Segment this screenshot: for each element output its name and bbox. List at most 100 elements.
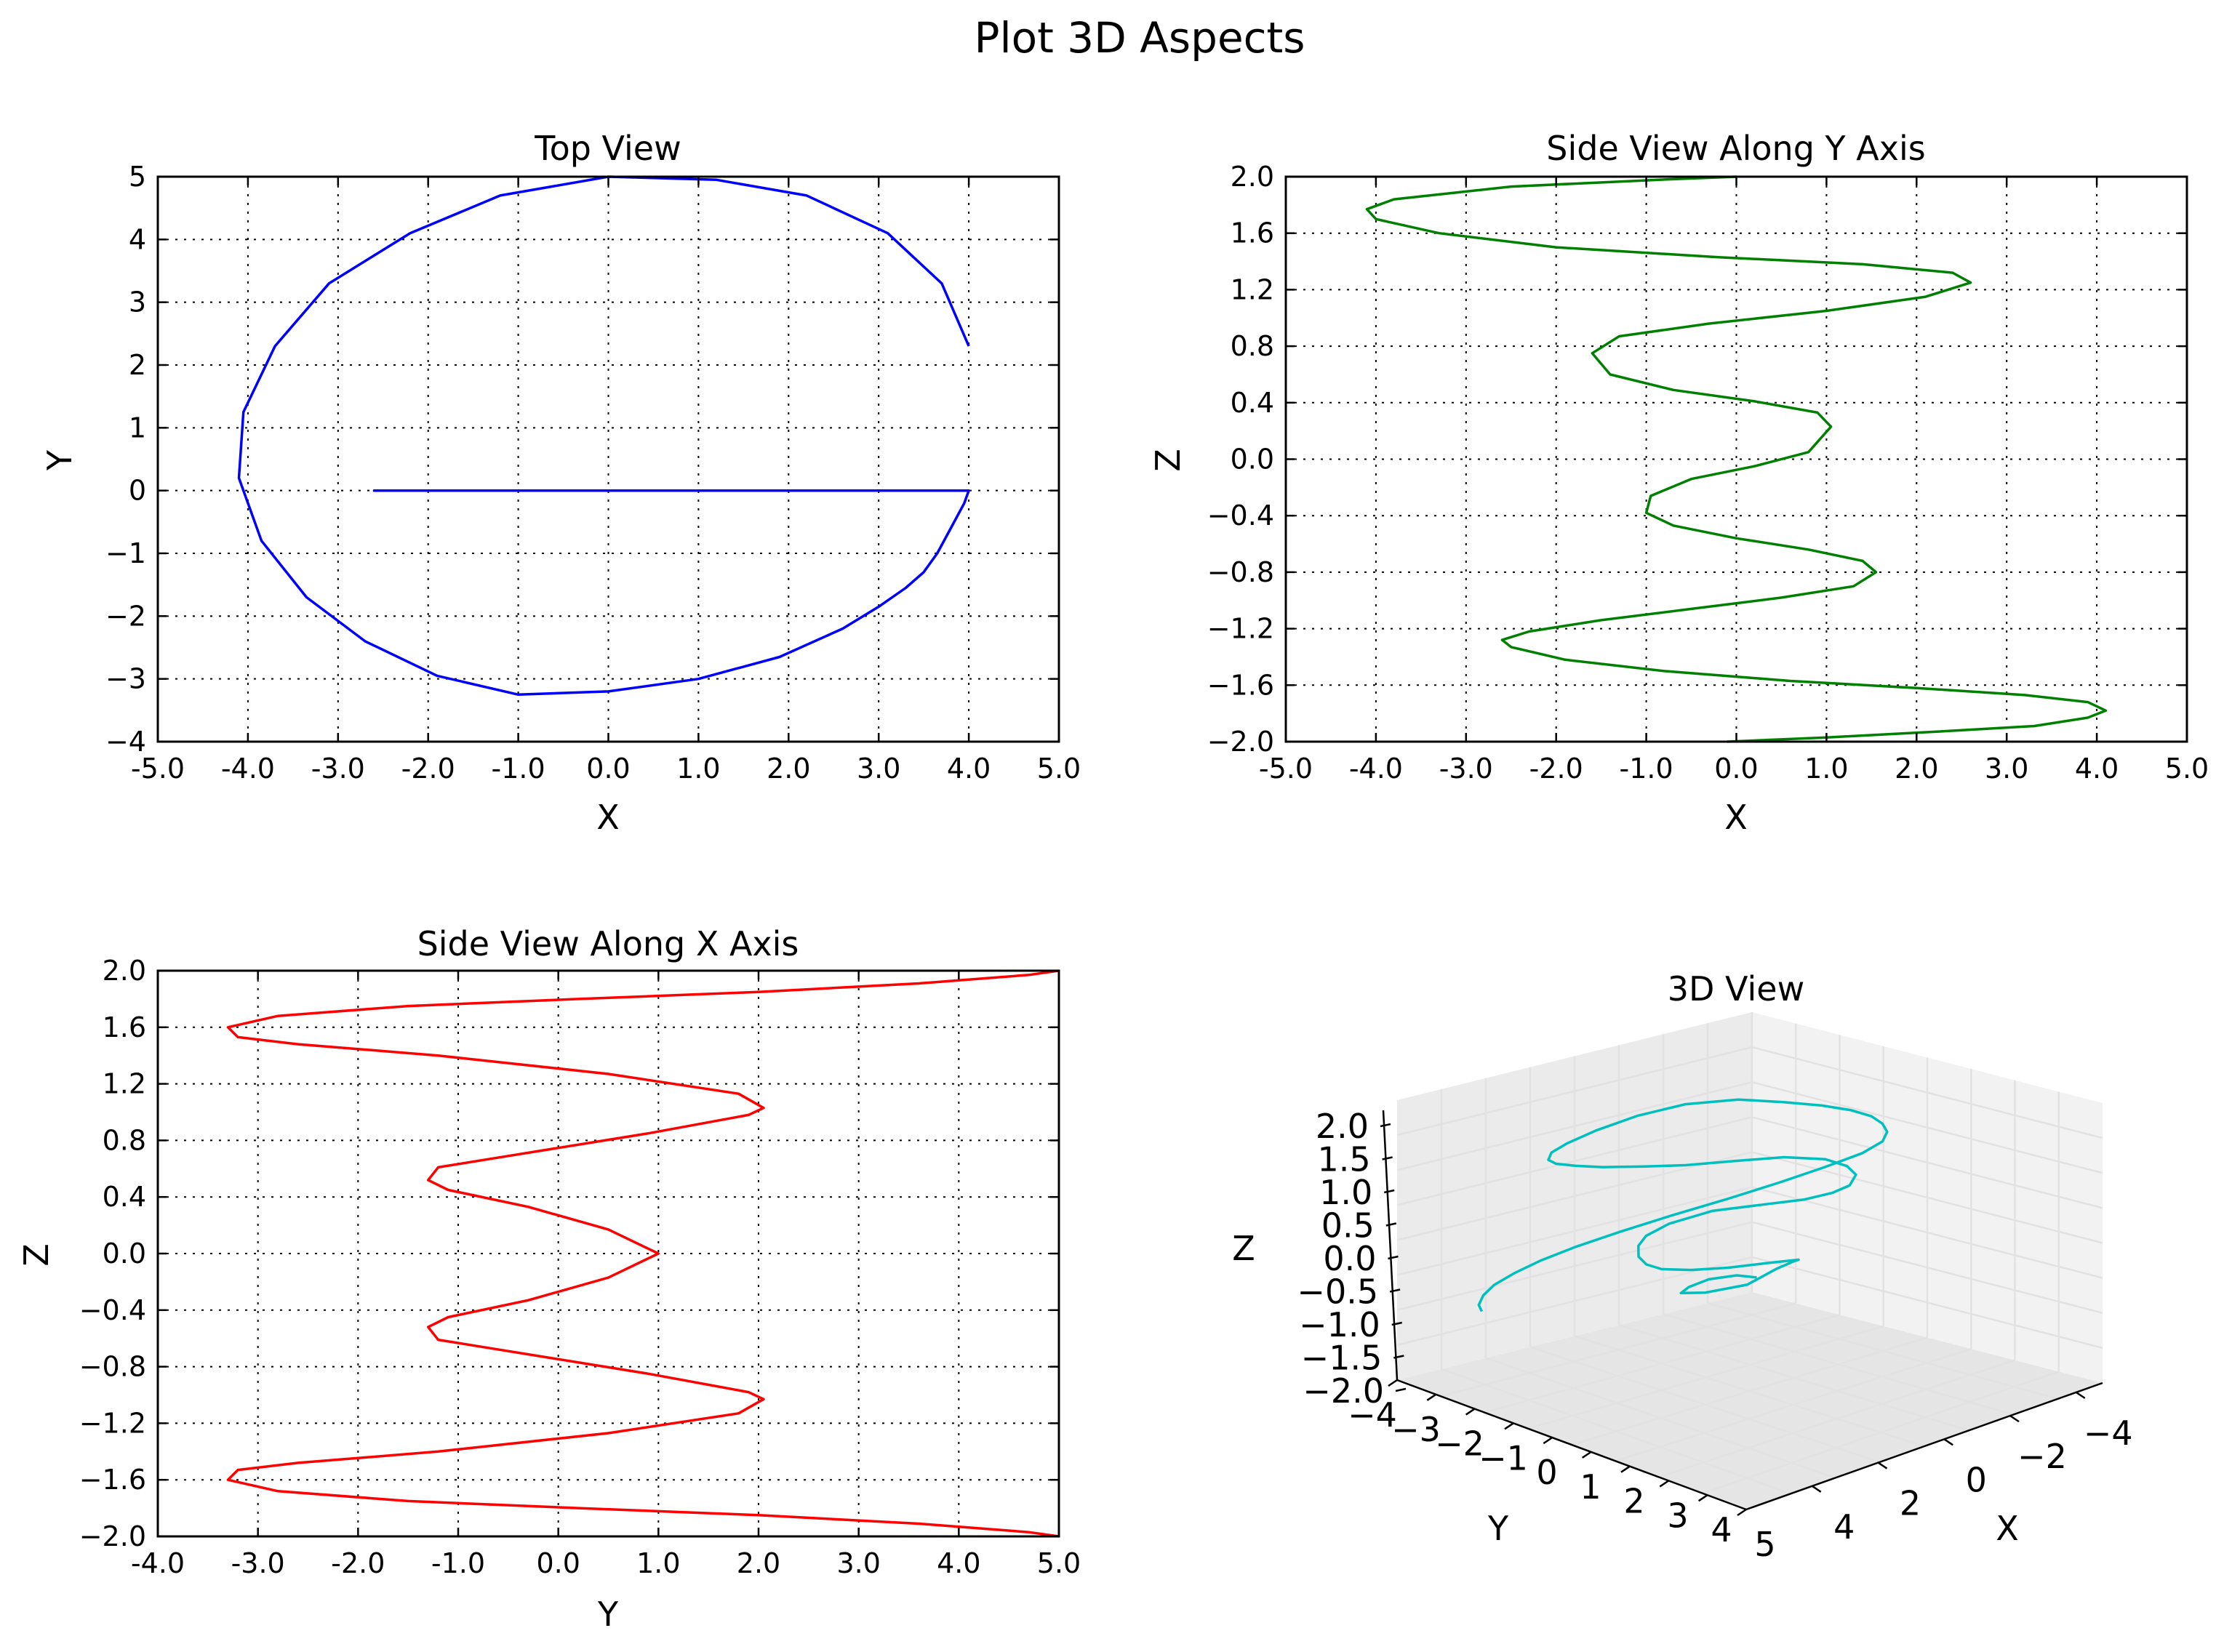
side-view-x-ytick-label: 0.0 bbox=[103, 1238, 146, 1270]
view-3d-z-axis-line bbox=[1382, 1110, 1399, 1381]
top-view-ytick-label: 1 bbox=[129, 412, 146, 444]
view-3d-xtick bbox=[1877, 1461, 1888, 1469]
view-3d-floor-grid bbox=[1615, 1347, 1972, 1462]
view-3d-ytick-label: −3 bbox=[1391, 1410, 1441, 1449]
view-3d-ytick bbox=[1543, 1437, 1553, 1445]
side-view-y-ylabel: Z bbox=[1148, 449, 1188, 472]
view-3d-ztick-label: 1.0 bbox=[1319, 1173, 1372, 1212]
view-3d-ztick bbox=[1391, 1321, 1403, 1326]
side-view-y-xtick-label: 5.0 bbox=[2165, 753, 2209, 785]
side-view-y-xlabel: X bbox=[1724, 798, 1748, 837]
side-view-x-ylabel: Z bbox=[17, 1243, 56, 1267]
side-view-y-ytick-label: −0.4 bbox=[1207, 500, 1274, 532]
top-view-xtick-label: -3.0 bbox=[311, 753, 365, 785]
side-view-y-panel: Side View Along Y Axis X Z -5.0 -4.0 -3.0 -… bbox=[1148, 129, 2209, 837]
view-3d-ztick-label: −0.5 bbox=[1297, 1272, 1378, 1312]
view-3d-ztick bbox=[1389, 1288, 1401, 1293]
view-3d-xtick-label: −4 bbox=[2084, 1414, 2133, 1453]
side-view-x-xtick-label: -2.0 bbox=[331, 1547, 385, 1579]
view-3d-xtick-label: −2 bbox=[2017, 1437, 2067, 1476]
view-3d-ztick bbox=[1383, 1189, 1395, 1194]
view-3d-floor-grid bbox=[1663, 1313, 2014, 1416]
view-3d-ytick bbox=[1697, 1494, 1708, 1502]
top-view-ytick-label: 0 bbox=[129, 475, 146, 507]
view-3d-ytick bbox=[1659, 1480, 1670, 1488]
view-3d-xtick bbox=[1812, 1485, 1822, 1493]
view-3d-y-axis-line bbox=[1396, 1379, 1747, 1511]
side-view-y-ytick-label: 1.6 bbox=[1231, 217, 1274, 249]
view-3d-x-axis-line bbox=[1745, 1382, 2103, 1511]
view-3d-ztick-label: 0.0 bbox=[1323, 1239, 1376, 1278]
view-3d-xtick bbox=[2076, 1391, 2086, 1399]
view-3d-ztick bbox=[1388, 1255, 1399, 1260]
top-view-ytick-label: −4 bbox=[105, 726, 146, 758]
side-view-x-xtick-label: 3.0 bbox=[836, 1547, 880, 1579]
view-3d-ytick-label: 3 bbox=[1667, 1496, 1688, 1535]
view-3d-panel: 3D View −2.0−1.5−1.0−0.50.00.51.01.52.0 −… bbox=[1232, 969, 2132, 1564]
view-3d-floor-grid bbox=[1571, 1336, 1928, 1446]
view-3d-ztick-label: −1.0 bbox=[1299, 1305, 1380, 1344]
view-3d-ytick-label: 2 bbox=[1623, 1482, 1644, 1521]
side-view-y-ytick-label: 0.0 bbox=[1231, 444, 1274, 476]
top-view-xtick-label: -2.0 bbox=[401, 753, 455, 785]
view-3d-ytick-label: 5 bbox=[1754, 1525, 1775, 1564]
view-3d-ytick-label: 0 bbox=[1536, 1453, 1557, 1492]
side-view-x-series-line bbox=[226, 969, 1060, 1538]
side-view-y-xtick-label: -5.0 bbox=[1259, 753, 1313, 785]
side-view-y-ytick-label: −1.6 bbox=[1207, 669, 1274, 701]
side-view-x-xtick-label: 0.0 bbox=[536, 1547, 580, 1579]
figure-title: Plot 3D Aspects bbox=[975, 13, 1305, 63]
side-view-y-ytick-label: −2.0 bbox=[1207, 726, 1274, 758]
view-3d-floor-grid bbox=[1658, 1359, 2015, 1478]
side-view-y-ytick-label: 0.4 bbox=[1231, 387, 1274, 419]
side-view-x-ytick-label: −0.8 bbox=[79, 1351, 146, 1383]
view-3d-title: 3D View bbox=[1668, 969, 1804, 1009]
side-view-y-ytick-label: −1.2 bbox=[1207, 613, 1274, 645]
top-view-ytick-label: −2 bbox=[105, 600, 146, 632]
top-view-ytick-label: 2 bbox=[129, 349, 146, 381]
side-view-y-xtick-label: -4.0 bbox=[1349, 753, 1403, 785]
view-3d-ztick-label: 1.5 bbox=[1317, 1140, 1370, 1179]
top-view-ytick-label: 4 bbox=[129, 223, 146, 255]
side-view-y-title: Side View Along Y Axis bbox=[1546, 129, 1925, 168]
view-3d-xlabel: X bbox=[1996, 1509, 2019, 1548]
view-3d-xtick bbox=[1943, 1438, 1953, 1446]
side-view-x-xtick-label: 1.0 bbox=[636, 1547, 680, 1579]
view-3d-ytick-label: −4 bbox=[1348, 1395, 1397, 1435]
top-view-ytick-label: −3 bbox=[105, 663, 146, 695]
top-view-xtick-label: -1.0 bbox=[492, 753, 545, 785]
view-3d-helix-line bbox=[1477, 1098, 1889, 1312]
view-3d-ztick bbox=[1380, 1123, 1391, 1128]
side-view-y-xtick-label: 4.0 bbox=[2075, 753, 2119, 785]
side-view-x-xtick-label: -3.0 bbox=[231, 1547, 285, 1579]
top-view-xtick-label: 4.0 bbox=[947, 753, 991, 785]
top-view-xtick-label: -5.0 bbox=[131, 753, 185, 785]
view-3d-ztick-label: −1.5 bbox=[1301, 1339, 1383, 1378]
view-3d-ytick-label: 1 bbox=[1580, 1467, 1601, 1507]
view-3d-xtick-label: 2 bbox=[1900, 1484, 1921, 1523]
side-view-x-xtick-label: 2.0 bbox=[737, 1547, 780, 1579]
side-view-x-ytick-label: 0.4 bbox=[103, 1181, 146, 1213]
side-view-x-xtick-label: -1.0 bbox=[431, 1547, 485, 1579]
view-3d-ytick bbox=[1426, 1393, 1437, 1401]
view-3d-floor-grid bbox=[1702, 1371, 2060, 1494]
view-3d-ytick bbox=[1581, 1451, 1592, 1459]
side-view-y-xtick-label: 1.0 bbox=[1804, 753, 1848, 785]
view-3d-ytick-label: −2 bbox=[1435, 1424, 1484, 1464]
side-view-x-ytick-label: 1.6 bbox=[103, 1011, 146, 1043]
view-3d-ytick bbox=[1737, 1508, 1747, 1517]
side-view-x-panel: Side View Along X Axis Y Z -4.0 -3.0 -2.0 -… bbox=[17, 924, 1081, 1634]
top-view-ytick-label: 3 bbox=[129, 286, 146, 318]
top-view-xtick-label: -4.0 bbox=[221, 753, 275, 785]
side-view-x-xtick-label: 4.0 bbox=[937, 1547, 980, 1579]
top-view-xtick-label: 2.0 bbox=[767, 753, 810, 785]
side-view-y-xtick-label: -1.0 bbox=[1620, 753, 1673, 785]
view-3d-floor-pane bbox=[1397, 1292, 2103, 1509]
view-3d-xtick-label: 4 bbox=[1833, 1507, 1855, 1547]
view-3d-xtick-label: 0 bbox=[1966, 1460, 1987, 1499]
side-view-y-xtick-label: -2.0 bbox=[1529, 753, 1583, 785]
view-3d-ytick bbox=[1388, 1379, 1398, 1387]
view-3d-ytick bbox=[1620, 1465, 1631, 1473]
top-view-xlabel: X bbox=[596, 798, 620, 837]
